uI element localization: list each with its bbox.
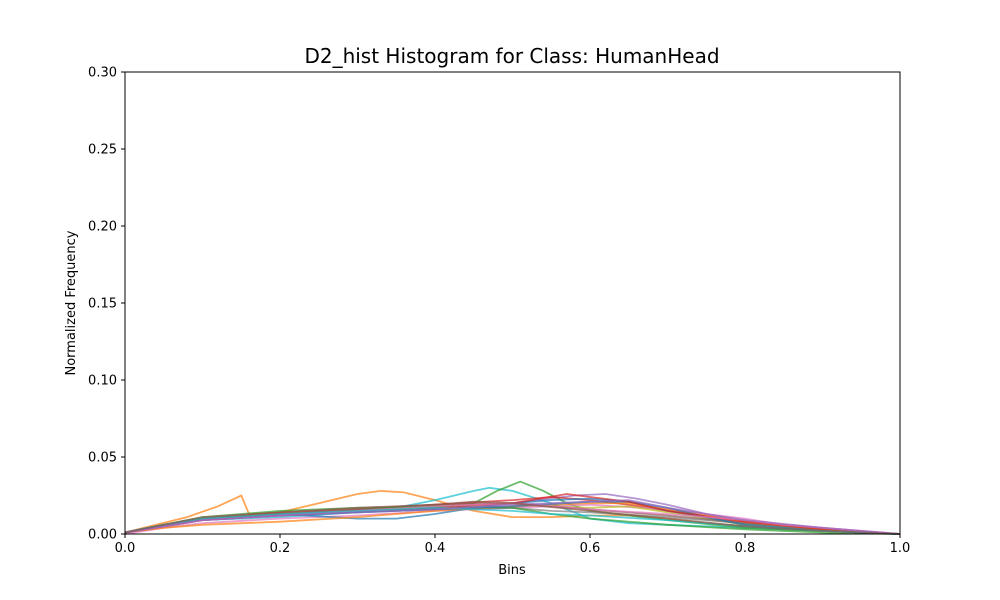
- x-tick-label: 0.0: [115, 541, 136, 556]
- y-axis: 0.00 0.05 0.10 0.15 0.20 0.25 0.30: [88, 66, 125, 543]
- x-tick-label: 0.4: [425, 541, 446, 556]
- chart-title: D2_hist Histogram for Class: HumanHead: [304, 44, 719, 68]
- y-axis-label: Normalized Frequency: [64, 230, 79, 375]
- y-tick-label: 0.30: [88, 66, 117, 81]
- series-line-18: [124, 500, 901, 535]
- x-tick-label: 0.8: [735, 541, 756, 556]
- x-tick-label: 0.2: [270, 541, 291, 556]
- x-axis-label: Bins: [498, 563, 526, 578]
- x-tick-label: 1.0: [890, 541, 911, 556]
- y-tick-label: 0.10: [88, 374, 117, 389]
- plot-frame: [124, 71, 901, 535]
- y-tick-label: 0.00: [88, 528, 117, 543]
- x-axis: 0.0 0.2 0.4 0.6 0.8 1.0: [115, 534, 911, 556]
- plot-series: [124, 480, 901, 535]
- series-line-17: [124, 499, 901, 535]
- x-tick-label: 0.6: [580, 541, 601, 556]
- y-tick-label: 0.25: [88, 143, 117, 158]
- y-tick-label: 0.05: [88, 451, 117, 466]
- y-tick-label: 0.15: [88, 297, 117, 312]
- y-tick-label: 0.20: [88, 220, 117, 235]
